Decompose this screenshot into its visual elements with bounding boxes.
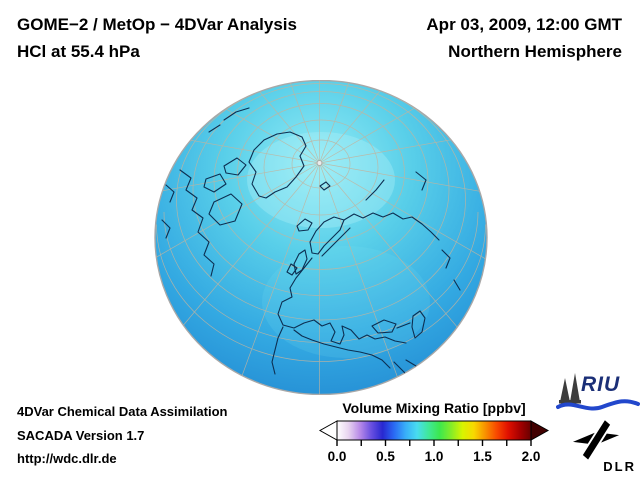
colorbar-tick-label: 0.0 — [327, 449, 347, 464]
colorbar-tick-label: 1.0 — [424, 449, 444, 464]
rhine-wave-icon — [556, 399, 640, 411]
cathedral-icon — [559, 373, 581, 404]
coast-caspian-sea — [411, 310, 426, 339]
plot-title: GOME−2 / MetOp − 4DVar Analysis — [17, 15, 297, 34]
coast-africa — [271, 326, 391, 375]
coast-europe — [277, 257, 407, 345]
colorbar-title: Volume Mixing Ratio [ppbv] — [342, 400, 526, 416]
colorbar-right-arrow-icon — [530, 420, 550, 441]
plot-title-block: GOME−2 / MetOp − 4DVar Analysis HCl at 5… — [17, 11, 297, 65]
north-pole-dot — [316, 160, 323, 166]
coast-arctic-islands — [203, 157, 247, 226]
colorbar-ticks — [336, 440, 532, 446]
credit-line: 4DVar Chemical Data Assimilation — [17, 404, 228, 419]
coast-asia — [343, 171, 461, 291]
url-line: http://wdc.dlr.de — [17, 451, 117, 466]
version-line: SACADA Version 1.7 — [17, 427, 145, 443]
plot-datetime: Apr 03, 2009, 12:00 GMT — [426, 15, 622, 34]
graticule — [155, 80, 487, 395]
riu-logo-text: RIU — [581, 373, 621, 396]
coast-greenland — [248, 131, 307, 199]
colorbar: Volume Mixing Ratio [ppbv] 0.0 0.5 1.0 1… — [318, 400, 551, 470]
globe-svg — [154, 80, 488, 395]
colorbar-tick-label: 1.5 — [473, 449, 492, 464]
credits-block: 4DVar Chemical Data Assimilation SACADA … — [17, 400, 228, 471]
dlr-logo-icon — [572, 417, 620, 462]
coast-svalbard — [319, 181, 331, 191]
colorbar-scale — [318, 420, 550, 446]
plot-datetime-block: Apr 03, 2009, 12:00 GMT Northern Hemisph… — [426, 11, 622, 65]
riu-logo: RIU — [556, 372, 640, 416]
plot-region: Northern Hemisphere — [448, 42, 622, 61]
dlr-logo: DLR — [562, 414, 638, 476]
riu-logo-graphic — [556, 373, 640, 411]
colorbar-tick-label: 0.5 — [376, 449, 395, 464]
globe-map — [154, 80, 488, 395]
coast-iceland — [296, 218, 313, 232]
plot-subtitle-level: HCl at 55.4 hPa — [17, 42, 140, 61]
coast-black-sea — [371, 319, 411, 334]
colorbar-left-arrow-icon — [318, 420, 338, 441]
coast-north-america — [161, 107, 250, 277]
colorbar-gradient — [336, 420, 532, 441]
colorbar-tick-label: 2.0 — [521, 449, 541, 464]
dlr-logo-text: DLR — [603, 459, 636, 474]
